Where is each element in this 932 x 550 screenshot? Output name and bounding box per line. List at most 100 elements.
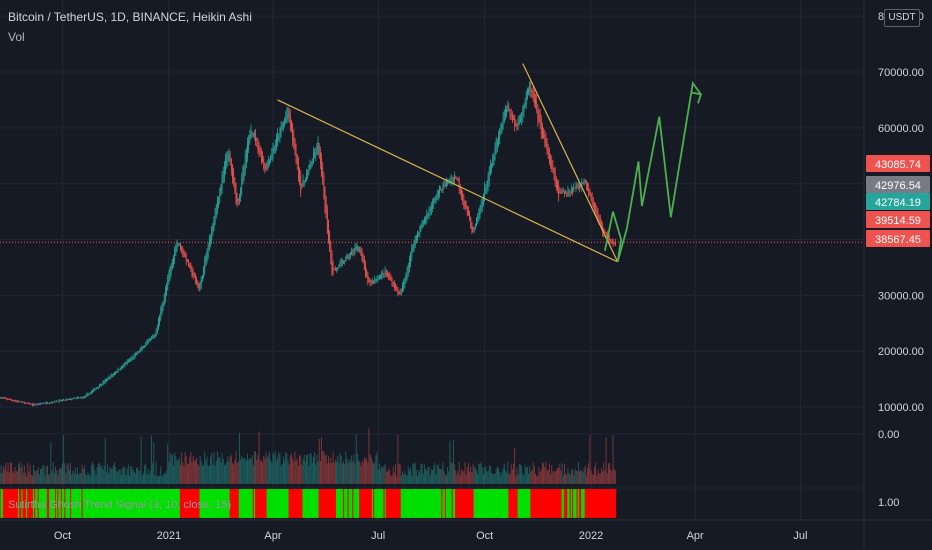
- trend-signal-bar: [283, 489, 286, 518]
- volume-bar: [359, 461, 361, 484]
- candle-body: [517, 119, 519, 126]
- trend-signal-bar: [596, 489, 598, 518]
- volume-bar: [396, 476, 398, 484]
- trend-signal-bar: [489, 489, 492, 518]
- candle-body: [146, 341, 148, 346]
- candle-body: [183, 251, 185, 257]
- trend-signal-bar: [238, 489, 241, 518]
- volume-bar: [179, 465, 181, 484]
- trend-signal-bar: [278, 489, 280, 518]
- candle-body: [278, 137, 280, 139]
- volume-bar: [612, 435, 614, 484]
- candle-body: [365, 263, 366, 276]
- candle-body: [81, 397, 83, 399]
- volume-bar: [51, 470, 53, 484]
- volume-bar: [104, 438, 106, 484]
- trend-signal-bar: [56, 489, 58, 518]
- candle-body: [15, 400, 17, 402]
- candle-body: [574, 187, 576, 189]
- trend-signal-bar: [53, 489, 56, 518]
- trend-signal-bar: [253, 489, 256, 518]
- volume-bar: [566, 474, 568, 484]
- volume-bar: [330, 457, 332, 484]
- candle-body: [109, 377, 111, 379]
- trend-signal-bar: [604, 489, 606, 518]
- trend-signal-bar: [0, 489, 1, 518]
- candle-body: [266, 163, 268, 169]
- volume-bar: [324, 455, 326, 484]
- trend-signal-bar: [386, 489, 389, 518]
- candle-body: [42, 403, 44, 405]
- trend-signal-bar: [154, 489, 156, 518]
- trend-signal-bar: [413, 489, 415, 518]
- trend-signal-bar: [222, 489, 225, 518]
- candle-body: [222, 171, 224, 183]
- trend-signal-bar: [382, 489, 384, 518]
- trendline-drawings[interactable]: [277, 63, 703, 263]
- trend-signal-bar: [493, 489, 495, 518]
- candle-body: [140, 347, 142, 351]
- volume-label[interactable]: Vol: [8, 30, 25, 44]
- volume-bar: [146, 473, 148, 484]
- volume-bar: [488, 465, 490, 484]
- candle-body: [58, 400, 60, 402]
- volume-bar: [487, 471, 489, 484]
- price-axis[interactable]: 80000.0070000.0060000.0050000.0040000.00…: [863, 0, 932, 550]
- volume-bar: [105, 471, 107, 484]
- trend-signal-bar: [351, 489, 353, 518]
- trend-signal-bar: [106, 489, 109, 518]
- volume-bar: [99, 462, 100, 484]
- volume-bar: [297, 465, 299, 484]
- volume-bar: [4, 468, 6, 484]
- volume-bar: [560, 470, 562, 484]
- candle-body: [48, 403, 49, 404]
- candle-body: [552, 164, 554, 172]
- volume-bar: [548, 463, 550, 484]
- trend-signal-bar: [179, 489, 182, 518]
- volume-bar: [70, 463, 72, 484]
- candle-body: [488, 168, 490, 182]
- volume-bar: [356, 453, 358, 484]
- currency-button[interactable]: USDT: [884, 9, 920, 27]
- candle-body: [419, 226, 421, 235]
- volume-bar: [588, 463, 590, 484]
- candle-body: [251, 132, 253, 134]
- trend-signal-bar: [341, 489, 344, 518]
- price-tick-label: 70000.00: [878, 67, 924, 79]
- trend-signal-bar: [438, 489, 441, 518]
- time-axis[interactable]: Oct 2021 Apr Jul Oct 2022 Apr Jul: [0, 519, 932, 542]
- candle-body: [247, 141, 248, 158]
- trend-signal-bar: [486, 489, 488, 518]
- volume-bar: [83, 465, 85, 484]
- trend-signal-bar: [441, 489, 443, 518]
- trend-signal-bar: [290, 489, 293, 518]
- candle-body: [38, 403, 40, 405]
- candle-body: [587, 184, 588, 191]
- candle-body: [339, 262, 341, 267]
- candle-body: [346, 254, 348, 259]
- candle-body: [299, 168, 300, 183]
- volume-bar: [44, 475, 46, 484]
- candle-body: [479, 206, 481, 216]
- candle-body: [277, 134, 278, 143]
- candle-body: [225, 158, 226, 172]
- symbol-title[interactable]: Bitcoin / TetherUS, 1D, BINANCE, Heikin …: [8, 10, 252, 24]
- candle-body: [129, 359, 130, 362]
- candle-body: [218, 197, 220, 206]
- volume-bar: [385, 471, 387, 484]
- trend-signal-bar: [42, 489, 44, 518]
- candle-body: [442, 183, 444, 191]
- trend-signal-bar: [562, 489, 565, 518]
- volume-bar: [230, 455, 232, 484]
- volume-bar: [440, 469, 442, 484]
- volume-bar: [452, 439, 454, 484]
- trend-signal-bar: [19, 489, 21, 518]
- candle-body: [326, 208, 328, 233]
- volume-bar: [494, 473, 496, 484]
- trend-signal-bar: [93, 489, 95, 518]
- trend-signal-bar: [209, 489, 212, 518]
- trend-signal-bar: [29, 489, 31, 518]
- candle-body: [75, 397, 77, 399]
- trend-signal-bar: [330, 489, 332, 518]
